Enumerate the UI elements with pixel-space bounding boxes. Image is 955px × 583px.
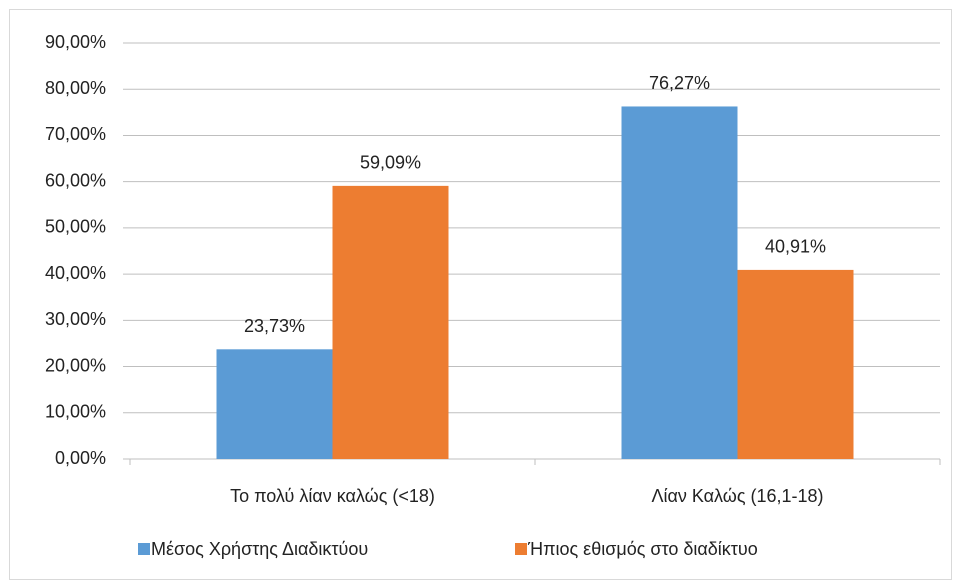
- y-tick-label: 0,00%: [55, 448, 106, 468]
- x-tick-label: Το πολύ λίαν καλώς (<18): [230, 486, 435, 506]
- legend-swatch: [138, 543, 150, 555]
- value-label: 59,09%: [360, 153, 421, 173]
- y-tick-label: 90,00%: [45, 32, 106, 52]
- legend-label: Μέσος Χρήστης Διαδικτύου: [151, 539, 368, 559]
- value-label: 40,91%: [765, 237, 826, 257]
- y-tick-label: 80,00%: [45, 78, 106, 98]
- y-tick-label: 20,00%: [45, 355, 106, 375]
- bar: [621, 106, 738, 460]
- y-tick-label: 50,00%: [45, 217, 106, 237]
- x-tick-label: Λίαν Καλώς (16,1-18): [651, 486, 823, 506]
- legend-label: Ήπιος εθισμός στο διαδίκτυο: [527, 539, 758, 559]
- value-label: 76,27%: [649, 73, 710, 93]
- bar: [216, 349, 333, 459]
- y-tick-label: 70,00%: [45, 124, 106, 144]
- bar: [332, 185, 449, 459]
- y-tick-label: 40,00%: [45, 263, 106, 283]
- bar: [737, 269, 854, 459]
- legend-swatch: [515, 543, 527, 555]
- value-label: 23,73%: [244, 316, 305, 336]
- y-tick-label: 30,00%: [45, 309, 106, 329]
- y-tick-label: 60,00%: [45, 170, 106, 190]
- y-tick-label: 10,00%: [45, 402, 106, 422]
